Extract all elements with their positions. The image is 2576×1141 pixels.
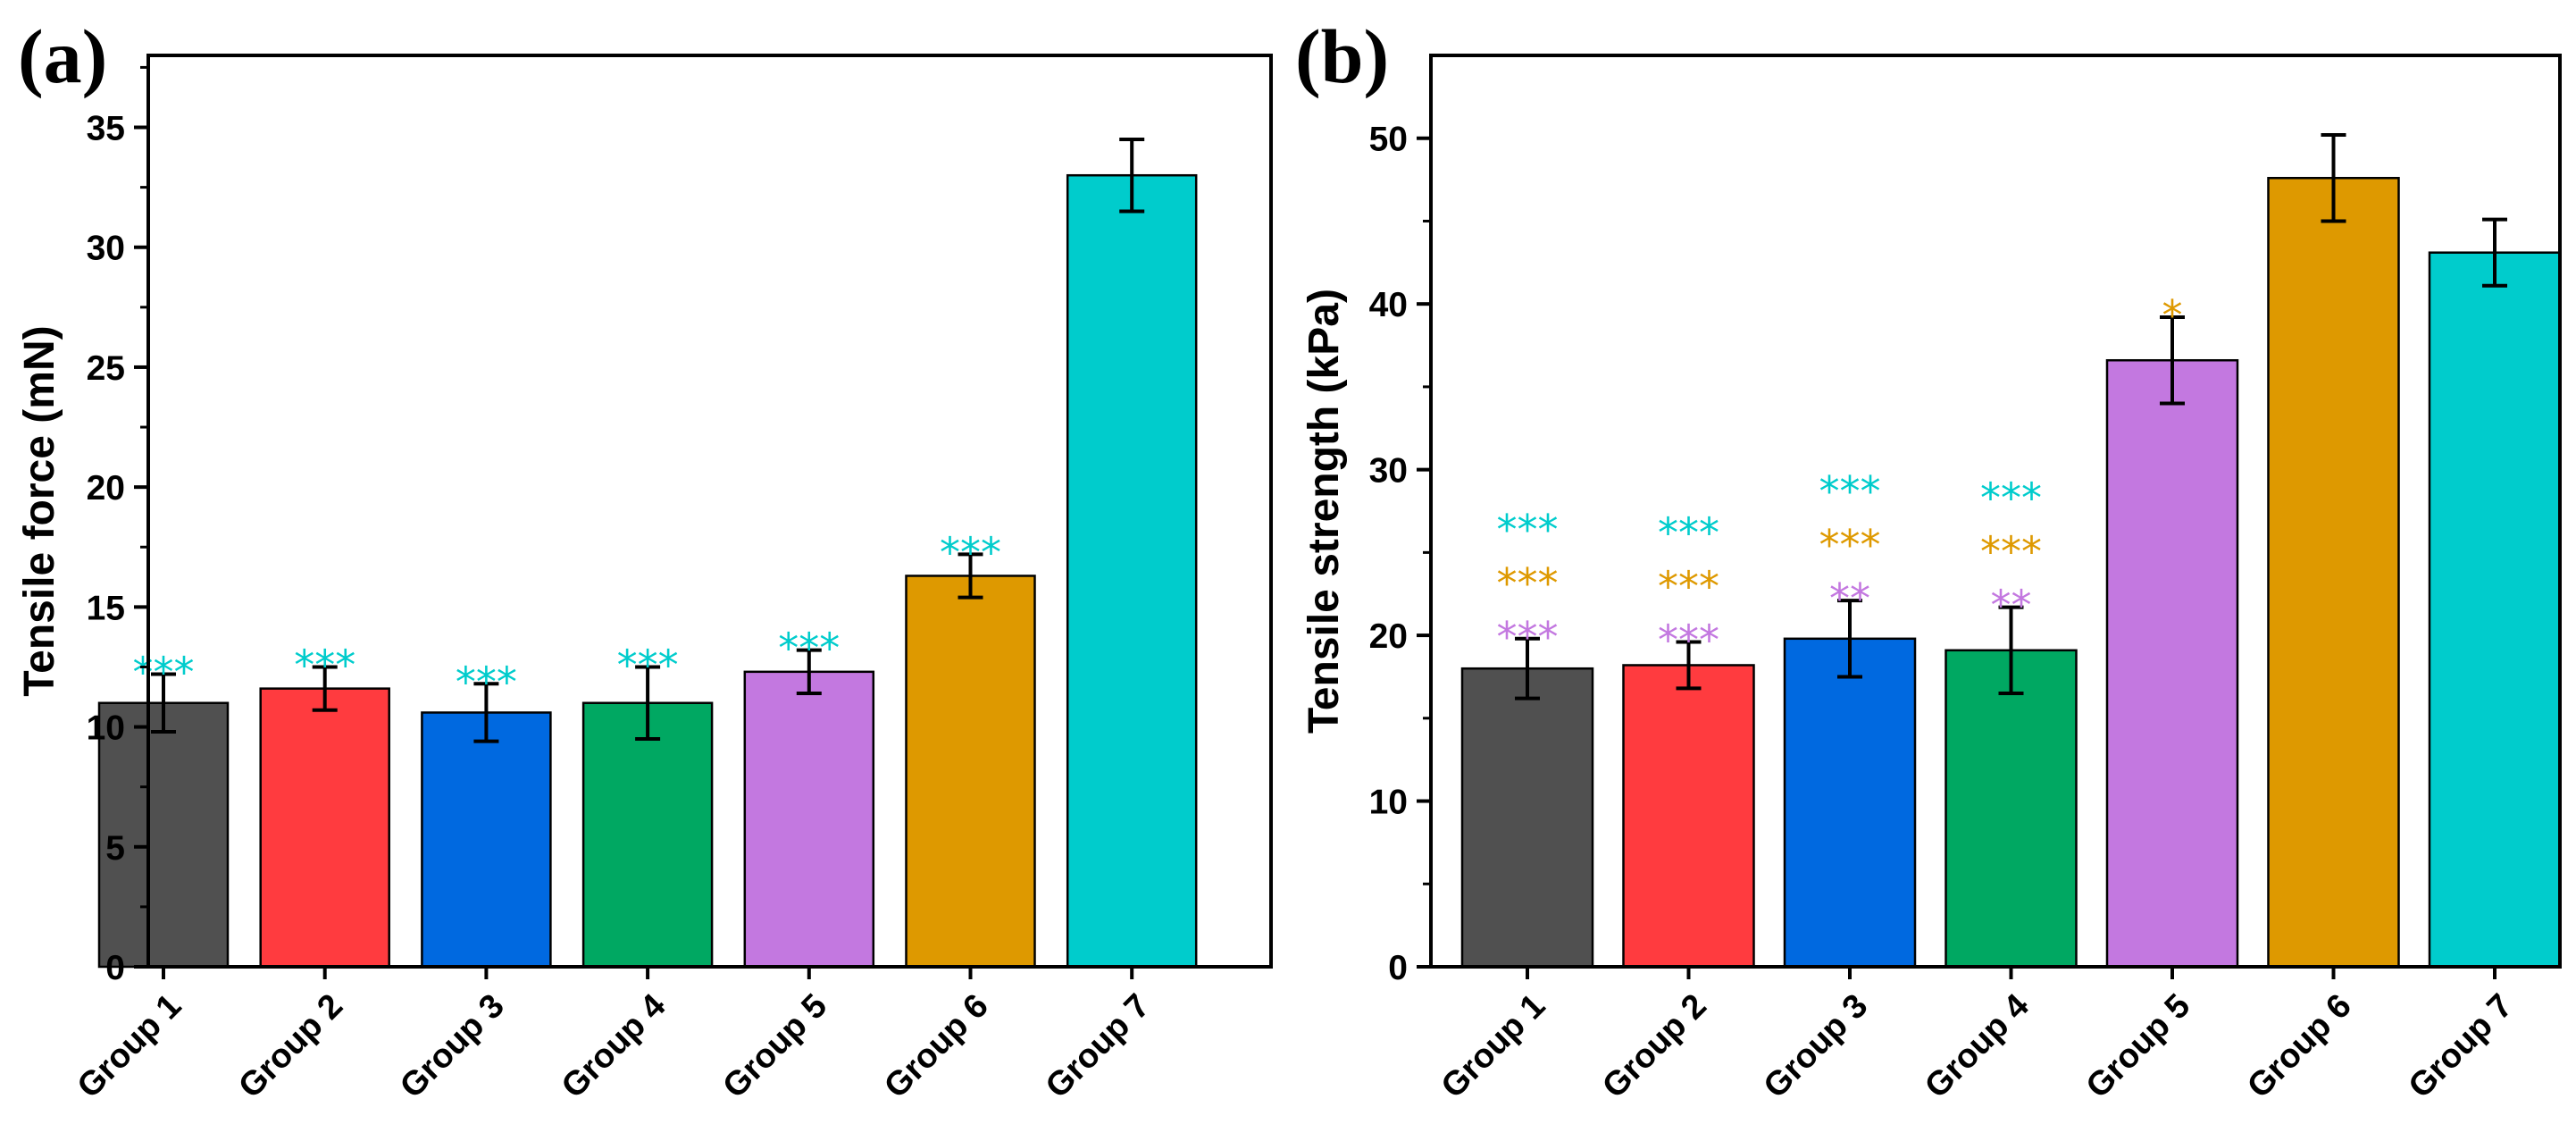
bar-7 <box>1066 173 1198 969</box>
x-tick-label: Group 5 <box>715 987 834 1106</box>
significance-mark: ** <box>1991 582 2032 630</box>
chart-panel-b: (b)Tensile strength (kPa) ***************… <box>1295 13 2562 1106</box>
y-tick-label: 10 <box>87 709 125 748</box>
y-tick-label: 0 <box>1388 949 1408 987</box>
y-axis-label: Tensile force (mN) <box>16 325 63 696</box>
bar-5 <box>2105 358 2239 969</box>
y-tick-label: 10 <box>1369 784 1408 822</box>
x-tick-label: Group 2 <box>231 987 350 1106</box>
x-tick-label: Group 6 <box>877 987 996 1106</box>
significance-mark: ** <box>1829 575 1870 623</box>
x-tick-label: Group 5 <box>2079 987 2198 1106</box>
plot-frame <box>146 54 1273 969</box>
y-axis-label: Tensile strength (kPa) <box>1301 289 1348 734</box>
significance-mark: * <box>2162 291 2183 340</box>
x-tick-label: Group 7 <box>2402 987 2521 1106</box>
significance-mark: *** <box>1819 467 1881 516</box>
bar-2 <box>1622 664 1755 969</box>
x-tick-label: Group 4 <box>1918 987 2037 1106</box>
plot-frame <box>1429 54 2562 969</box>
y-tick-label: 15 <box>87 589 125 627</box>
significance-mark: *** <box>133 649 195 697</box>
significance-mark: *** <box>940 528 1001 576</box>
significance-mark: *** <box>1658 563 1719 611</box>
y-tick-label: 0 <box>105 949 125 987</box>
y-tick-label: 50 <box>1369 121 1408 159</box>
y-tick-label: 40 <box>1369 286 1408 324</box>
bar-4 <box>1945 649 2078 969</box>
panel-label: (a) <box>18 13 107 99</box>
chart-panel-a: (a) Tensile force (mN) *** *** *** *** *** *** 0… <box>16 13 1273 1106</box>
bar-7 <box>2428 251 2562 969</box>
bar-6 <box>2267 176 2400 969</box>
x-tick-label: Group 3 <box>393 987 512 1106</box>
x-tick-label: Group 3 <box>1757 987 1876 1106</box>
y-tick-label: 5 <box>105 829 125 868</box>
y-tick-label: 35 <box>87 110 125 148</box>
significance-mark: *** <box>1980 528 2042 576</box>
significance-mark: *** <box>1497 613 1559 661</box>
bar-4 <box>581 701 714 969</box>
x-tick-label: Group 1 <box>71 987 189 1106</box>
significance-mark: *** <box>456 658 517 706</box>
significance-mark: *** <box>1980 474 2042 523</box>
bar-5 <box>743 670 875 969</box>
significance-mark: *** <box>617 641 679 689</box>
bar-2 <box>259 687 390 969</box>
y-tick-label: 20 <box>87 469 125 508</box>
x-tick-label: Group 4 <box>555 987 673 1106</box>
y-tick-label: 30 <box>1369 452 1408 491</box>
significance-mark: *** <box>1819 521 1881 569</box>
x-tick-label: Group 1 <box>1434 987 1553 1106</box>
y-tick-label: 20 <box>1369 617 1408 656</box>
significance-mark: *** <box>778 625 840 673</box>
x-tick-label: Group 7 <box>1039 987 1158 1106</box>
bar-1 <box>1460 667 1594 969</box>
bar-3 <box>1783 637 1917 969</box>
panel-label: (b) <box>1295 13 1389 99</box>
bar-6 <box>905 575 1036 969</box>
x-tick-label: Group 6 <box>2240 987 2359 1106</box>
y-tick-label: 25 <box>87 349 125 388</box>
x-tick-label: Group 2 <box>1595 987 1714 1106</box>
significance-mark: *** <box>294 641 355 689</box>
y-tick-label: 30 <box>87 230 125 268</box>
bar-1 <box>97 701 230 969</box>
significance-mark: *** <box>1497 506 1559 554</box>
significance-mark: *** <box>1658 509 1719 558</box>
significance-mark: *** <box>1497 559 1559 608</box>
significance-mark: *** <box>1658 617 1719 665</box>
bar-3 <box>421 711 552 969</box>
